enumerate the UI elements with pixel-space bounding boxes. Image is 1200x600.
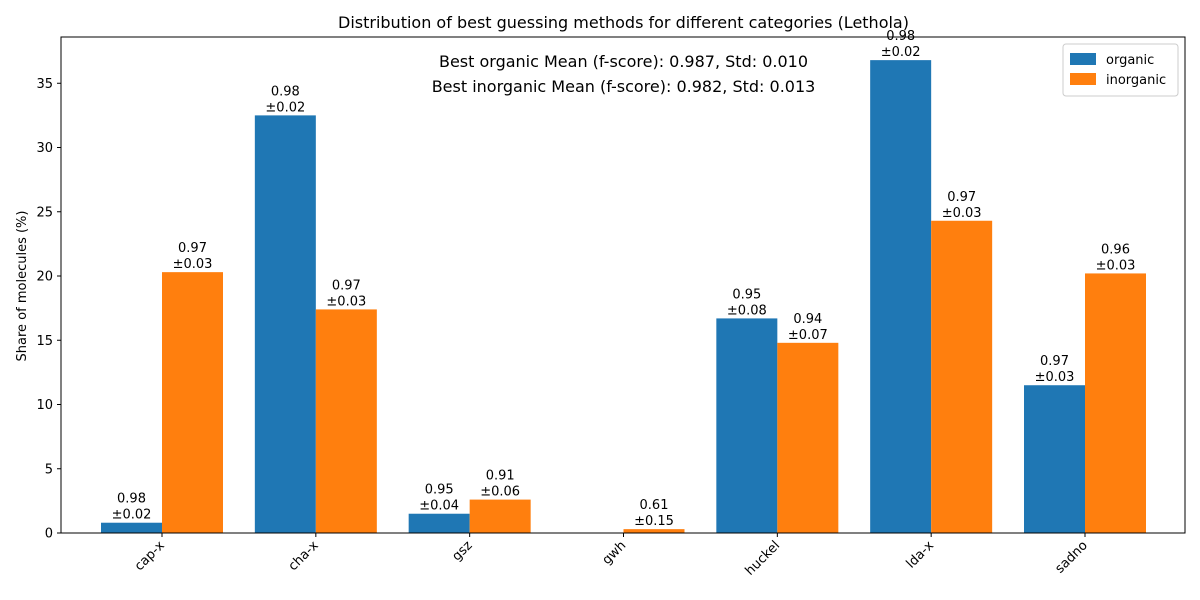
y-tick-label: 0 <box>45 527 53 542</box>
data-label-std-organic-cha-x: ±0.02 <box>265 100 305 115</box>
x-tick-label-lda-x: lda-x <box>904 538 938 572</box>
y-tick-label: 5 <box>45 462 53 477</box>
data-label-organic-cap-x: 0.98 <box>117 492 146 507</box>
bar-inorganic-gwh <box>623 529 685 533</box>
data-label-std-organic-gsz: ±0.04 <box>419 499 459 514</box>
data-label-inorganic-gwh: 0.61 <box>640 498 669 513</box>
x-tick-label-gsz: gsz <box>449 538 475 564</box>
legend-frame <box>1062 43 1179 97</box>
legend-label-organic: organic <box>1106 53 1154 68</box>
x-tick-label-huckel: huckel <box>743 538 784 579</box>
y-tick-label: 20 <box>36 270 53 285</box>
data-label-std-inorganic-gsz: ±0.06 <box>480 485 520 500</box>
legend-swatch-inorganic <box>1070 73 1096 85</box>
bar-inorganic-gsz <box>469 499 531 533</box>
data-label-organic-cha-x: 0.98 <box>271 84 300 99</box>
bar-inorganic-cap-x <box>162 272 223 533</box>
data-label-inorganic-sadno: 0.96 <box>1101 242 1130 257</box>
data-label-inorganic-cap-x: 0.97 <box>178 241 207 256</box>
bar-organic-lda-x <box>870 60 932 534</box>
data-label-std-organic-cap-x: ±0.02 <box>112 508 152 523</box>
bars-layer <box>101 60 1146 534</box>
data-label-inorganic-cha-x: 0.97 <box>332 278 361 293</box>
y-axis: 0 5 10 15 20 25 30 35 <box>36 77 61 542</box>
data-label-organic-gsz: 0.95 <box>425 483 454 498</box>
annotation-organic: Best organic Mean (f-score): 0.987, Std:… <box>439 52 808 71</box>
data-label-std-organic-sadno: ±0.03 <box>1035 370 1075 385</box>
data-label-std-organic-lda-x: ±0.02 <box>881 45 921 60</box>
data-label-std-inorganic-huckel: ±0.07 <box>788 328 828 343</box>
chart-title: Distribution of best guessing methods fo… <box>338 13 909 32</box>
bar-inorganic-huckel <box>777 342 839 533</box>
data-labels-layer: 0.98±0.020.97±0.030.98±0.020.97±0.030.95… <box>112 29 1136 529</box>
y-tick-label: 35 <box>36 77 53 92</box>
plot-frame <box>60 36 1186 534</box>
x-axis: cap-x cha-x gsz gwh huckel lda-x sadno <box>132 533 1091 579</box>
data-label-std-inorganic-sadno: ±0.03 <box>1096 258 1136 273</box>
data-label-std-inorganic-cap-x: ±0.03 <box>173 257 213 272</box>
bar-organic-sadno <box>1024 385 1085 533</box>
x-tick-label-cha-x: cha-x <box>286 538 322 574</box>
legend-label-inorganic: inorganic <box>1106 73 1166 88</box>
x-tick-label-cap-x: cap-x <box>132 538 168 574</box>
bar-inorganic-lda-x <box>931 220 993 534</box>
y-tick-label: 10 <box>36 398 53 413</box>
legend: organic inorganic <box>1062 43 1179 97</box>
x-tick-label-sadno: sadno <box>1053 538 1091 576</box>
y-tick-label: 30 <box>36 141 53 156</box>
data-label-std-inorganic-lda-x: ±0.03 <box>942 206 982 221</box>
data-label-inorganic-lda-x: 0.97 <box>947 190 976 205</box>
bar-inorganic-cha-x <box>315 309 377 533</box>
y-axis-label: Share of molecules (%) <box>15 211 30 362</box>
y-tick-label: 25 <box>36 205 53 220</box>
data-label-std-inorganic-gwh: ±0.15 <box>634 514 674 529</box>
y-tick-label: 15 <box>36 334 53 349</box>
x-tick-label-gwh: gwh <box>600 538 630 568</box>
data-label-inorganic-gsz: 0.91 <box>486 469 515 484</box>
annotation-inorganic: Best inorganic Mean (f-score): 0.982, St… <box>432 77 816 96</box>
data-label-inorganic-huckel: 0.94 <box>793 312 822 327</box>
data-label-std-inorganic-cha-x: ±0.03 <box>326 294 366 309</box>
bar-inorganic-sadno <box>1085 273 1146 533</box>
bar-organic-cha-x <box>254 115 316 533</box>
bar-organic-cap-x <box>101 522 162 533</box>
bar-organic-huckel <box>716 318 778 533</box>
data-label-organic-huckel: 0.95 <box>732 287 761 302</box>
legend-swatch-organic <box>1070 53 1096 65</box>
data-label-organic-sadno: 0.97 <box>1040 354 1069 369</box>
bar-organic-gsz <box>408 513 470 533</box>
data-label-std-organic-huckel: ±0.08 <box>727 303 767 318</box>
